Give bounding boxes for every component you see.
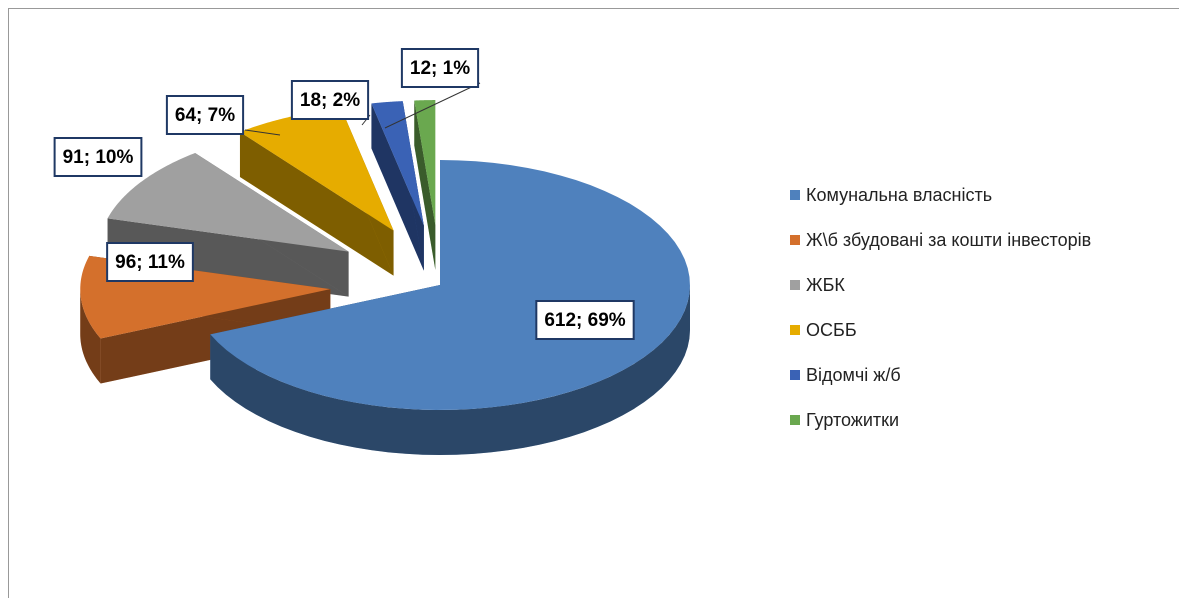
- slice: [414, 100, 436, 271]
- legend-label: Гуртожитки: [806, 410, 899, 430]
- data-label: 612; 69%: [544, 310, 625, 331]
- slice: [371, 101, 424, 271]
- slice-side: [239, 131, 394, 276]
- slice-side: [107, 218, 349, 297]
- slice-side-shade: [239, 131, 394, 276]
- chart-frame: [8, 8, 1179, 598]
- legend-swatch: [790, 415, 800, 425]
- leader-line: [384, 82, 481, 129]
- slice-side: [210, 285, 690, 455]
- slice-top: [239, 108, 394, 231]
- leader-line: [244, 129, 281, 136]
- legend-label: Відомчі ж/б: [806, 365, 901, 385]
- pie: [80, 100, 690, 455]
- slice-side-shade: [107, 218, 349, 297]
- data-label-box: [535, 300, 635, 340]
- data-label-box: [165, 95, 245, 135]
- slice-side-shade: [210, 285, 690, 455]
- data-label: 96; 11%: [115, 252, 185, 273]
- data-label: 18; 2%: [300, 90, 360, 111]
- data-label: 64; 7%: [175, 105, 235, 126]
- legend-label: ОСББ: [806, 320, 857, 340]
- legend: Комунальна власність Ж\б збудовані за кош…: [790, 185, 1091, 430]
- legend-label: ЖБК: [806, 275, 845, 295]
- legend-swatch: [790, 190, 800, 200]
- slice-side: [371, 103, 424, 271]
- data-label: 12; 1%: [410, 58, 470, 79]
- slice-side: [414, 100, 436, 271]
- legend-label: Комунальна власність: [806, 185, 992, 205]
- legend-swatch: [790, 235, 800, 245]
- slice-side-shade: [80, 289, 101, 384]
- legend-swatch: [790, 370, 800, 380]
- slice: [107, 153, 349, 297]
- legend-swatch: [790, 325, 800, 335]
- data-label-box: [106, 242, 194, 282]
- slice: [239, 108, 394, 276]
- slice-side-shade: [414, 100, 436, 271]
- labels: 612; 69% 96; 11% 91; 10% 64; 7% 18; 2% 12; 1%: [53, 48, 635, 340]
- slice-top: [107, 153, 349, 252]
- legend-label: Ж\б збудовані за кошти інвесторів: [806, 230, 1091, 250]
- slice-side: [80, 289, 101, 384]
- data-label: 91; 10%: [63, 147, 134, 168]
- legend-swatch: [790, 280, 800, 290]
- slice-top: [371, 101, 424, 226]
- data-label-box: [400, 48, 480, 88]
- data-label-box: [53, 137, 143, 177]
- slice: [210, 160, 690, 455]
- slice-top: [210, 160, 690, 410]
- slice-side-shade: [371, 103, 424, 271]
- slice-top: [414, 100, 436, 226]
- data-label-box: [290, 80, 370, 120]
